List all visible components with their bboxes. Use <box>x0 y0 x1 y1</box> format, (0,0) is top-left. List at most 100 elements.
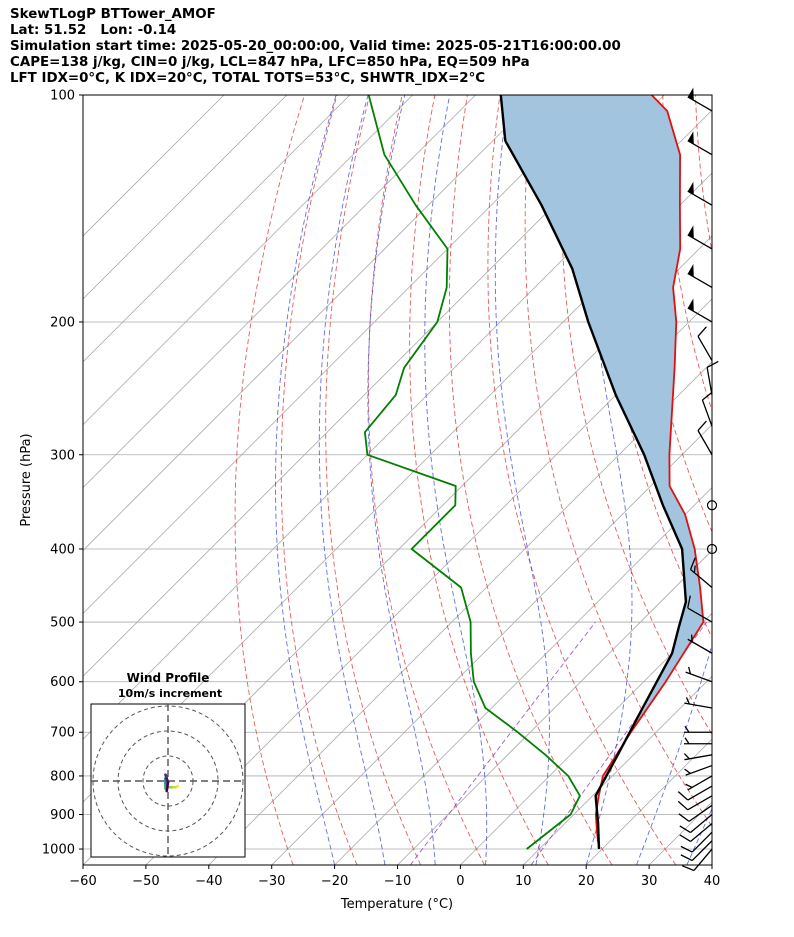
wind-barb <box>679 814 713 834</box>
hodograph-title: Wind Profile <box>127 671 210 685</box>
hodograph-trace <box>164 773 180 793</box>
mixing-ratio-line <box>410 621 596 865</box>
isotherm-line <box>271 424 712 865</box>
wind-barbs <box>677 87 719 872</box>
parcel-profile-line <box>499 95 688 850</box>
isotherm-line <box>83 95 413 426</box>
isotherm-line <box>460 612 712 865</box>
moist-adiabat <box>636 643 712 865</box>
wind-barb <box>680 831 713 853</box>
dry-adiabat <box>325 95 422 865</box>
y-tick-label: 600 <box>50 675 75 690</box>
isotherm-line <box>83 95 351 363</box>
y-tick-label: 300 <box>50 448 75 463</box>
wind-barb <box>689 557 713 589</box>
dry-adiabat <box>367 95 485 865</box>
wind-barb <box>706 543 718 555</box>
isotherm-line <box>83 95 539 552</box>
wind-barb <box>679 822 713 843</box>
y-tick-label: 100 <box>50 89 75 104</box>
x-tick-label: −30 <box>258 874 285 889</box>
x-tick-label: −20 <box>321 874 348 889</box>
isotherm-line <box>83 95 665 677</box>
wind-barb <box>697 420 713 456</box>
dry-adiabat <box>280 95 358 865</box>
wind-barb <box>678 804 713 822</box>
x-tick-label: −40 <box>195 874 222 889</box>
x-axis-label: Temperature (°C) <box>340 897 453 912</box>
y-tick-label: 400 <box>50 542 75 557</box>
y-ticks: 100 200 300 400 500 600 700 800 900 1000 <box>42 89 83 858</box>
x-tick-label: 10 <box>515 874 532 889</box>
y-tick-label: 500 <box>50 616 75 631</box>
wind-barb <box>687 595 713 623</box>
cape-line: CAPE=138 j/kg, CIN=0 j/kg, LCL=847 hPa, … <box>10 55 530 71</box>
isotherm-line <box>334 487 712 865</box>
wind-barb <box>683 753 713 761</box>
y-tick-label: 800 <box>50 769 75 784</box>
isotherm-line <box>83 95 225 237</box>
isotherm-line <box>711 864 712 865</box>
moist-adiabat <box>686 807 712 865</box>
wind-barb <box>684 764 713 776</box>
wind-barb <box>706 500 718 511</box>
y-tick-label: 700 <box>50 726 75 741</box>
isotherm-line <box>208 361 712 865</box>
wind-barb <box>685 666 713 683</box>
x-tick-label: 0 <box>456 874 464 889</box>
isotherm-line <box>397 549 712 865</box>
title-line: SkewTLogP BTTower_AMOF <box>10 7 216 22</box>
wind-barb <box>687 87 713 112</box>
wind-barb <box>706 360 719 396</box>
index-line: LFT IDX=0°C, K IDX=20°C, TOTAL TOTS=53°C… <box>10 71 486 87</box>
wind-barb <box>687 225 713 250</box>
isotherm-line <box>83 95 476 489</box>
wind-barb <box>687 634 713 654</box>
dewpoint-profile-line <box>363 95 581 850</box>
wind-barb <box>687 298 713 323</box>
wind-barb <box>685 775 713 791</box>
wind-barb <box>681 848 713 872</box>
moist-adiabat <box>585 95 633 865</box>
location-line: Lat: 51.52 Lon: -0.14 <box>10 23 177 39</box>
wind-barb <box>680 840 713 862</box>
isotherm-line <box>83 95 602 614</box>
isotherm-line <box>145 298 712 865</box>
hodograph-inset: Wind Profile 10m/s increment <box>90 671 246 858</box>
x-tick-label: −50 <box>132 874 159 889</box>
isotherm-line <box>83 95 288 300</box>
mixing-ratio-line <box>530 621 708 865</box>
wind-barb <box>677 795 713 811</box>
wind-barb <box>701 391 713 427</box>
profile-lines <box>363 95 705 850</box>
moist-adiabat <box>424 95 488 865</box>
x-tick-label: 40 <box>704 874 721 889</box>
wind-barb <box>684 737 712 745</box>
wind-barb <box>677 785 713 801</box>
dry-adiabat <box>694 95 712 254</box>
wind-barb <box>687 131 713 156</box>
dry-adiabat <box>487 95 677 865</box>
y-tick-label: 200 <box>50 315 75 330</box>
isotherm-line <box>523 675 712 865</box>
dry-adiabat <box>761 95 794 865</box>
wind-barb <box>687 264 713 289</box>
x-tick-label: 30 <box>641 874 658 889</box>
chart-header: SkewTLogP BTTower_AMOF Lat: 51.52 Lon: -… <box>10 7 790 87</box>
x-tick-label: −60 <box>69 874 96 889</box>
x-ticks: −60 −50 −40 −30 −20 −10 0 10 20 30 40 <box>69 865 720 889</box>
dry-adiabat <box>409 95 549 865</box>
y-axis-label: Pressure (hPa) <box>19 433 34 526</box>
wind-barb <box>687 181 713 206</box>
x-tick-label: −10 <box>384 874 411 889</box>
time-line: Simulation start time: 2025-05-20_00:00:… <box>10 39 621 55</box>
wind-barb <box>684 725 712 733</box>
dry-adiabat <box>448 95 613 865</box>
moist-adiabat <box>275 95 337 865</box>
y-tick-label: 1000 <box>42 843 75 858</box>
cape-area <box>500 95 704 796</box>
moist-adiabat <box>494 95 550 865</box>
hodograph-subtitle: 10m/s increment <box>118 687 222 700</box>
dry-adiabat <box>234 95 305 865</box>
